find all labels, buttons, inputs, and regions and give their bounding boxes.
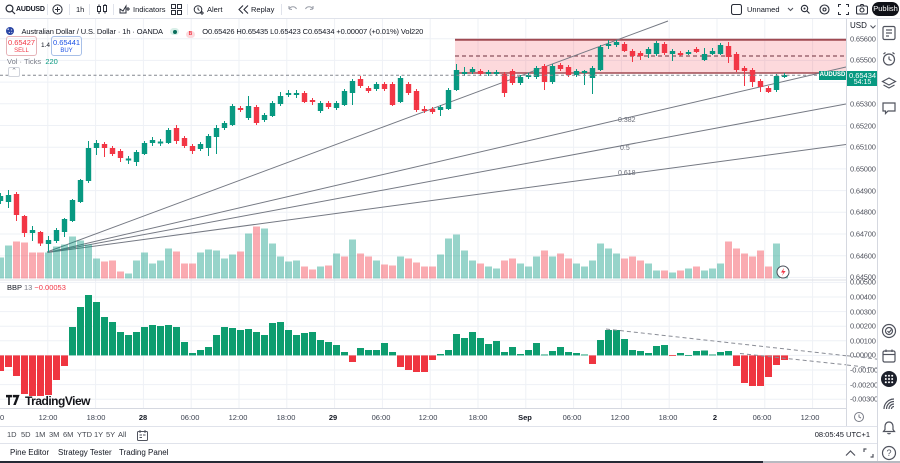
svg-text:?: ?	[886, 448, 891, 458]
svg-text:0.618: 0.618	[618, 170, 636, 177]
svg-text:0.5: 0.5	[620, 145, 630, 152]
svg-text:0.382: 0.382	[618, 117, 636, 124]
